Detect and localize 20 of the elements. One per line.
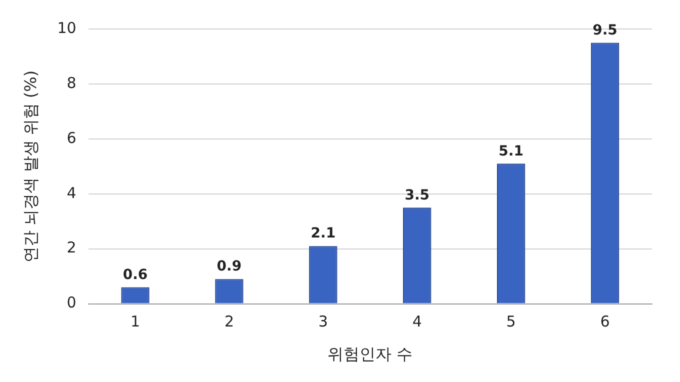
y-tick-label: 0 [66,294,76,312]
y-axis-title: 연간 뇌경색 발생 위험 (%) [20,70,40,262]
data-label: 2.1 [310,226,336,242]
x-axis-title: 위험인자 수 [328,344,413,364]
x-tick-label: 5 [506,312,516,331]
y-tick-label: 2 [66,238,76,257]
y-tick-label: 6 [66,128,76,147]
x-tick-label: 1 [130,312,140,331]
x-tick-label: 6 [600,312,610,331]
y-tick-label: 8 [66,74,76,92]
data-label: 9.5 [592,22,618,38]
data-label: 0.9 [216,258,242,275]
data-label: 5.1 [498,143,524,160]
y-tick-label: 10 [57,18,76,37]
x-tick-label: 2 [224,312,234,331]
x-tick-label: 3 [318,312,328,331]
x-tick-label: 4 [412,312,422,331]
y-tick-label: 4 [66,184,76,202]
data-label: 0.6 [122,266,148,283]
data-label: 3.5 [404,187,430,204]
